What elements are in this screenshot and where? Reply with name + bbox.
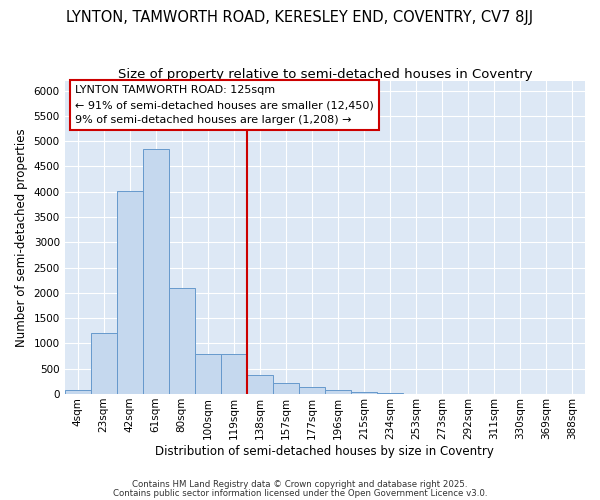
Text: LYNTON TAMWORTH ROAD: 125sqm
← 91% of semi-detached houses are smaller (12,450)
: LYNTON TAMWORTH ROAD: 125sqm ← 91% of se… xyxy=(75,85,374,125)
Bar xyxy=(351,392,377,394)
Text: Contains public sector information licensed under the Open Government Licence v3: Contains public sector information licen… xyxy=(113,488,487,498)
Bar xyxy=(221,354,247,394)
Bar xyxy=(143,149,169,394)
Bar xyxy=(325,390,351,394)
Bar xyxy=(273,383,299,394)
Bar xyxy=(195,354,221,394)
Bar xyxy=(169,288,195,394)
Bar xyxy=(247,375,273,394)
X-axis label: Distribution of semi-detached houses by size in Coventry: Distribution of semi-detached houses by … xyxy=(155,444,494,458)
Y-axis label: Number of semi-detached properties: Number of semi-detached properties xyxy=(15,128,28,346)
Text: Contains HM Land Registry data © Crown copyright and database right 2025.: Contains HM Land Registry data © Crown c… xyxy=(132,480,468,489)
Bar xyxy=(91,334,116,394)
Title: Size of property relative to semi-detached houses in Coventry: Size of property relative to semi-detach… xyxy=(118,68,532,80)
Bar xyxy=(65,390,91,394)
Text: LYNTON, TAMWORTH ROAD, KERESLEY END, COVENTRY, CV7 8JJ: LYNTON, TAMWORTH ROAD, KERESLEY END, COV… xyxy=(67,10,533,25)
Bar xyxy=(299,388,325,394)
Bar xyxy=(117,190,143,394)
